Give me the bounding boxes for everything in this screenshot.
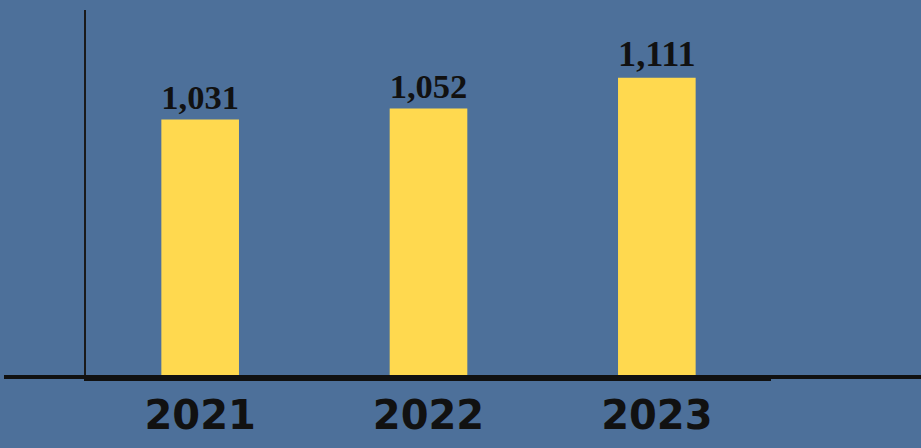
svg-text:1,111: 1,111 — [618, 34, 696, 74]
svg-text:2023: 2023 — [601, 392, 712, 438]
svg-text:2021: 2021 — [145, 392, 256, 438]
svg-text:2022: 2022 — [373, 392, 484, 438]
svg-text:1,052: 1,052 — [390, 67, 468, 105]
svg-text:1,031: 1,031 — [161, 78, 239, 116]
